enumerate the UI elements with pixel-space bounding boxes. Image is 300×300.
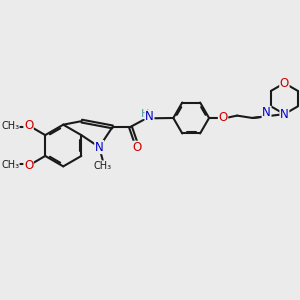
Text: O: O (24, 159, 33, 172)
Text: O: O (280, 76, 289, 90)
Text: N: N (280, 108, 289, 121)
Text: O: O (24, 119, 33, 132)
Text: CH₃: CH₃ (1, 121, 19, 131)
Text: CH₃: CH₃ (94, 161, 112, 171)
Text: O: O (218, 111, 228, 124)
Text: H: H (141, 109, 149, 118)
Text: N: N (145, 110, 154, 123)
Text: N: N (262, 106, 271, 119)
Text: N: N (95, 140, 103, 154)
Text: CH₃: CH₃ (1, 160, 19, 170)
Text: O: O (133, 141, 142, 154)
